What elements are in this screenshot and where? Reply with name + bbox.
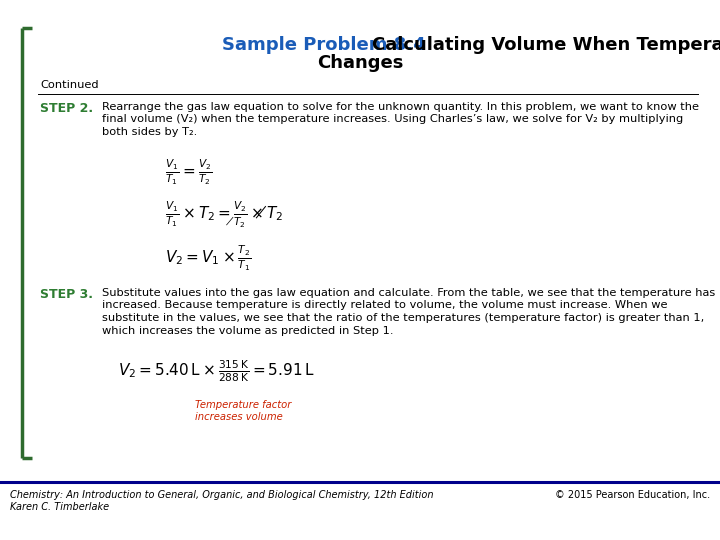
Text: $\frac{V_1}{T_1} = \frac{V_2}{T_2}$: $\frac{V_1}{T_1} = \frac{V_2}{T_2}$	[165, 158, 212, 187]
Text: Chemistry: An Introduction to General, Organic, and Biological Chemistry, 12th E: Chemistry: An Introduction to General, O…	[10, 490, 433, 500]
Text: $\frac{V_1}{T_1} \times T_2 = \frac{V_2}{\not{T_2}} \times \not{T_2}$: $\frac{V_1}{T_1} \times T_2 = \frac{V_2}…	[165, 200, 283, 230]
Text: $V_2 = 5.40\,\mathrm{L} \times \frac{315\,\mathrm{K}}{288\,\mathrm{K}} = 5.91\,\: $V_2 = 5.40\,\mathrm{L} \times \frac{315…	[118, 358, 315, 383]
Text: STEP 3.: STEP 3.	[40, 288, 93, 301]
Text: $V_2 = V_1 \times \frac{T_2}{T_1}$: $V_2 = V_1 \times \frac{T_2}{T_1}$	[165, 244, 251, 273]
Text: Calculating Volume When Temperature: Calculating Volume When Temperature	[372, 36, 720, 54]
Text: substitute in the values, we see that the ratio of the temperatures (temperature: substitute in the values, we see that th…	[102, 313, 704, 323]
Text: STEP 2.: STEP 2.	[40, 102, 93, 115]
Text: increased. Because temperature is directly related to volume, the volume must in: increased. Because temperature is direct…	[102, 300, 667, 310]
Text: © 2015 Pearson Education, Inc.: © 2015 Pearson Education, Inc.	[555, 490, 710, 500]
Text: both sides by T₂.: both sides by T₂.	[102, 127, 197, 137]
Text: Continued: Continued	[40, 80, 99, 90]
Text: Rearrange the gas law equation to solve for the unknown quantity. In this proble: Rearrange the gas law equation to solve …	[102, 102, 699, 112]
Text: which increases the volume as predicted in Step 1.: which increases the volume as predicted …	[102, 326, 394, 335]
Text: Karen C. Timberlake: Karen C. Timberlake	[10, 502, 109, 512]
Text: Sample Problem 8.4: Sample Problem 8.4	[222, 36, 432, 54]
Text: Substitute values into the gas law equation and calculate. From the table, we se: Substitute values into the gas law equat…	[102, 288, 715, 298]
Text: Changes: Changes	[317, 54, 403, 72]
Text: Temperature factor
increases volume: Temperature factor increases volume	[195, 400, 292, 422]
Text: final volume (V₂) when the temperature increases. Using Charles’s law, we solve : final volume (V₂) when the temperature i…	[102, 114, 683, 125]
